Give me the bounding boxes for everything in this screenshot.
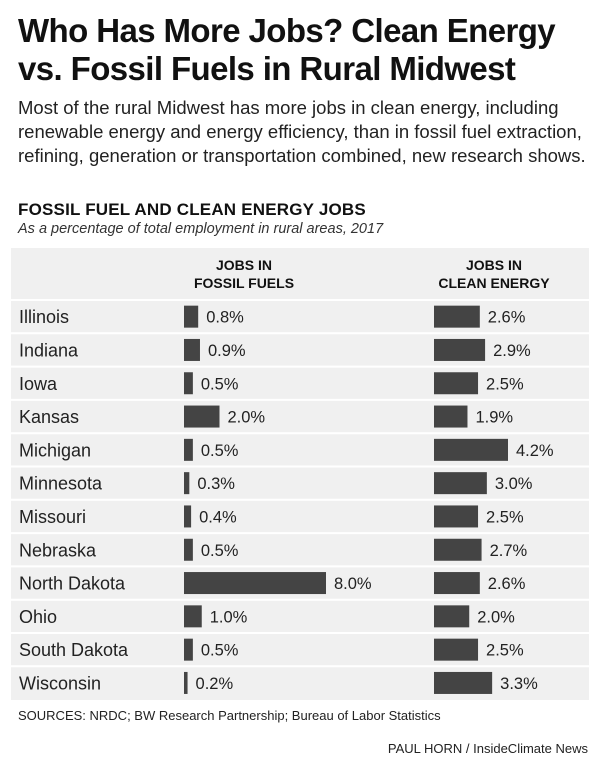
fossil-value-label: 0.2% xyxy=(196,675,234,693)
category-label: Ohio xyxy=(19,607,57,627)
clean-column-header: JOBS IN CLEAN ENERGY xyxy=(414,256,574,292)
chart-title: FOSSIL FUEL AND CLEAN ENERGY JOBS xyxy=(18,200,366,219)
fossil-bar xyxy=(184,671,188,694)
clean-value-label: 3.0% xyxy=(495,475,533,493)
fossil-value-label: 8.0% xyxy=(334,575,372,593)
fossil-value-label: 0.5% xyxy=(201,442,239,460)
clean-value-label: 2.5% xyxy=(486,375,524,393)
clean-bar xyxy=(434,538,482,561)
category-label: Indiana xyxy=(19,340,79,360)
clean-value-label: 4.2% xyxy=(516,442,554,460)
fossil-value-label: 0.8% xyxy=(206,309,244,327)
credit-line: PAUL HORN / InsideClimate News xyxy=(387,741,588,756)
clean-bar xyxy=(434,372,479,395)
clean-bar xyxy=(434,638,479,661)
category-label: North Dakota xyxy=(19,574,126,594)
category-label: Illinois xyxy=(19,307,69,327)
category-label: Michigan xyxy=(19,440,91,460)
fossil-bar xyxy=(184,538,193,561)
clean-bar xyxy=(434,405,468,428)
clean-bar xyxy=(434,338,486,361)
clean-bar xyxy=(434,438,508,461)
fossil-bar xyxy=(184,438,193,461)
clean-value-label: 3.3% xyxy=(500,675,538,693)
category-label: Nebraska xyxy=(19,540,97,560)
fossil-bar xyxy=(184,638,193,661)
fossil-bar xyxy=(184,472,190,495)
fossil-value-label: 1.0% xyxy=(210,608,248,626)
fossil-value-label: 0.5% xyxy=(201,542,239,560)
page-title: Who Has More Jobs? Clean Energy vs. Foss… xyxy=(18,12,556,87)
clean-bar xyxy=(434,305,480,328)
category-label: South Dakota xyxy=(19,640,129,660)
clean-bar xyxy=(434,671,493,694)
intro-text: Most of the rural Midwest has more jobs … xyxy=(18,97,586,166)
fossil-value-label: 0.4% xyxy=(199,508,237,526)
clean-bar xyxy=(434,605,470,628)
fossil-header-line-1: JOBS IN xyxy=(215,257,272,273)
fossil-value-label: 0.9% xyxy=(208,342,246,360)
clean-bar xyxy=(434,505,479,528)
fossil-bar xyxy=(184,405,220,428)
clean-bar xyxy=(434,572,480,595)
sources-note: SOURCES: NRDC; BW Research Partnership; … xyxy=(18,708,441,723)
clean-value-label: 2.7% xyxy=(490,542,528,560)
category-label: Iowa xyxy=(19,374,58,394)
fossil-value-label: 2.0% xyxy=(228,409,266,427)
chart-panel xyxy=(11,248,589,700)
fossil-value-label: 0.5% xyxy=(201,642,239,660)
fossil-bar xyxy=(184,338,200,361)
fossil-column-header: JOBS IN FOSSIL FUELS xyxy=(164,256,324,292)
fossil-bar xyxy=(184,605,202,628)
clean-value-label: 2.0% xyxy=(477,608,515,626)
clean-value-label: 2.6% xyxy=(488,575,526,593)
fossil-value-label: 0.5% xyxy=(201,375,239,393)
fossil-bar xyxy=(184,372,193,395)
fossil-header-line-2: FOSSIL FUELS xyxy=(193,275,295,291)
fossil-bar xyxy=(184,505,192,528)
clean-header-line-2: CLEAN ENERGY xyxy=(438,275,550,291)
clean-value-label: 1.9% xyxy=(475,409,513,427)
fossil-bar xyxy=(184,305,199,328)
fossil-bar xyxy=(184,572,326,595)
fossil-value-label: 0.3% xyxy=(197,475,235,493)
category-label: Kansas xyxy=(19,407,79,427)
clean-header-line-1: JOBS IN xyxy=(465,257,522,273)
clean-value-label: 2.5% xyxy=(486,508,524,526)
category-label: Missouri xyxy=(19,507,86,527)
clean-bar xyxy=(434,472,487,495)
category-label: Minnesota xyxy=(19,474,103,494)
clean-value-label: 2.6% xyxy=(488,309,526,327)
clean-value-label: 2.9% xyxy=(493,342,531,360)
clean-value-label: 2.5% xyxy=(486,642,524,660)
chart-subtitle: As a percentage of total employment in r… xyxy=(18,221,384,237)
category-label: Wisconsin xyxy=(19,673,101,693)
